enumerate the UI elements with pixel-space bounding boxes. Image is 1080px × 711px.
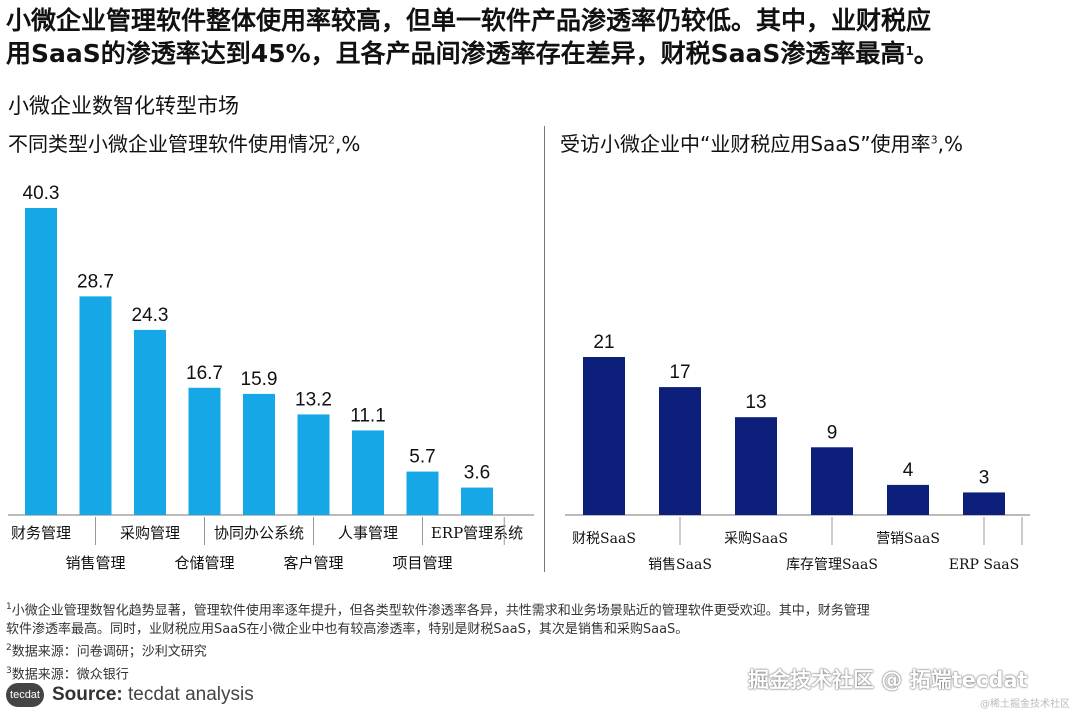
source-line: Source: tecdat analysis <box>52 684 254 706</box>
category-label: 财务管理 <box>11 524 71 542</box>
footnote-ref: 2 <box>328 133 335 147</box>
category-label: 采购管理 <box>120 524 180 542</box>
category-label: ERP管理系统 <box>431 524 523 542</box>
value-label: 16.7 <box>186 363 223 384</box>
bar <box>188 387 221 515</box>
headline-text: ，且各产品间渗透率存在差异，财税 <box>310 39 711 68</box>
footnote-text: 数据来源：问卷调研；沙利文研究 <box>11 644 207 660</box>
headline-text: 的渗透率达到 <box>100 39 251 68</box>
category-label: 人事管理 <box>338 524 398 542</box>
bar <box>406 471 439 515</box>
unit-label: ,% <box>335 132 361 156</box>
right-chart-title: 受访小微企业中“业财税应用SaaS”使用率3,% <box>560 128 963 157</box>
category-label: 销售管理 <box>65 554 125 572</box>
footnote-text: 数据来源：微众银行 <box>11 666 129 682</box>
unit-label: ,% <box>937 132 963 156</box>
headline: 小微企业管理软件整体使用率较高，但单一软件产品渗透率仍较低。其中，业财税应 用S… <box>6 4 1076 70</box>
footnote-2: 2数据来源：问卷调研；沙利文研究 <box>6 643 207 660</box>
headline-text: 45% <box>250 39 311 68</box>
value-label: 15.9 <box>241 369 278 390</box>
bar <box>887 484 929 515</box>
category-label: 财税SaaS <box>572 531 636 547</box>
footnotes: 1小微企业管理数智化趋势显著，管理软件使用率逐年提升，但各类型软件渗透率各异，共… <box>6 598 1076 684</box>
bar <box>79 296 112 515</box>
bar <box>811 447 853 515</box>
bar <box>461 487 493 515</box>
category-label: 仓储管理 <box>174 554 234 572</box>
section-title: 小微企业数智化转型市场 <box>8 94 239 118</box>
right-chart-title-text: 受访小微企业中“业财税应用SaaS”使用率 <box>560 132 931 156</box>
value-label: 17 <box>669 362 690 383</box>
bar <box>963 492 1005 515</box>
watermark: 掘金技术社区 @ 拓端tecdat <box>748 668 1028 692</box>
value-label: 11.1 <box>350 405 386 426</box>
value-label: 3 <box>979 467 990 488</box>
left-chart-title: 不同类型小微企业管理软件使用情况2,% <box>8 128 360 157</box>
bar <box>243 393 275 515</box>
tecdat-logo: tecdat <box>6 683 44 707</box>
headline-text: 渗透率最高 <box>780 39 906 68</box>
value-label: 28.7 <box>77 271 114 292</box>
footnote-ref: 3 <box>930 133 938 147</box>
bar <box>659 387 701 515</box>
headline-text: SaaS <box>710 39 781 68</box>
source-text: tecdat analysis <box>128 684 254 705</box>
value-label: 13 <box>745 392 766 413</box>
bar <box>297 414 330 515</box>
value-label: 40.3 <box>23 183 60 204</box>
value-label: 4 <box>903 460 914 481</box>
footnote-ref: 1 <box>905 44 914 58</box>
category-label: 协同办公系统 <box>214 524 304 542</box>
headline-line-2: 用SaaS的渗透率达到45%，且各产品间渗透率存在差异，财税SaaS渗透率最高1… <box>6 37 1076 70</box>
category-label: ERP SaaS <box>949 557 1020 573</box>
category-label: 项目管理 <box>392 554 452 572</box>
value-label: 5.7 <box>409 447 435 468</box>
value-label: 13.2 <box>295 389 332 410</box>
value-label: 3.6 <box>464 463 490 484</box>
headline-text: 。 <box>913 39 939 68</box>
bar <box>352 430 384 515</box>
panel-divider <box>544 126 545 572</box>
headline-line-1: 小微企业管理软件整体使用率较高，但单一软件产品渗透率仍较低。其中，业财税应 <box>6 6 932 35</box>
footnote-3: 3数据来源：微众银行 <box>6 665 129 682</box>
bar <box>25 208 57 515</box>
category-label: 销售SaaS <box>648 557 712 573</box>
category-label: 库存管理SaaS <box>786 557 878 573</box>
footnote-1: 1小微企业管理数智化趋势显著，管理软件使用率逐年提升，但各类型软件渗透率各异，共… <box>6 602 870 619</box>
value-label: 24.3 <box>132 305 169 326</box>
category-label: 采购SaaS <box>724 531 788 547</box>
footnote-1-cont: 软件渗透率最高。同时，业财税应用SaaS在小微企业中也有较高渗透率，特别是财税S… <box>6 622 689 638</box>
headline-text: SaaS <box>31 39 101 68</box>
value-label: 9 <box>827 422 838 443</box>
bar <box>735 417 777 515</box>
left-chart-title-text: 不同类型小微企业管理软件使用情况 <box>8 132 328 156</box>
footnote-text: 小微企业管理数智化趋势显著，管理软件使用率逐年提升，但各类型软件渗透率各异，共性… <box>11 603 870 619</box>
headline-text: 用 <box>6 39 32 68</box>
value-label: 21 <box>593 332 614 353</box>
category-label: 营销SaaS <box>876 531 940 547</box>
bar <box>134 329 166 515</box>
category-label: 客户管理 <box>283 554 343 572</box>
bar <box>583 357 625 515</box>
watermark-small: @稀土掘金技术社区 <box>980 699 1070 710</box>
source-label: Source: <box>52 684 123 705</box>
